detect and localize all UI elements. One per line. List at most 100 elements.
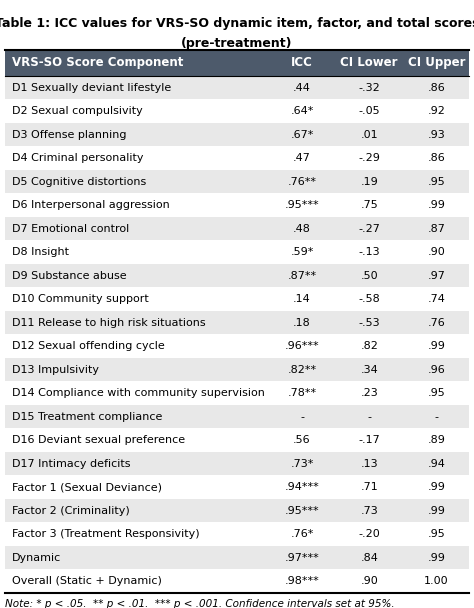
Text: D17 Intimacy deficits: D17 Intimacy deficits xyxy=(12,459,130,469)
Text: .18: .18 xyxy=(293,318,311,328)
Text: Note: * p < .05.  ** p < .01.  *** p < .001. Confidence intervals set at 95%.: Note: * p < .05. ** p < .01. *** p < .00… xyxy=(5,599,395,608)
Text: D5 Cognitive distortions: D5 Cognitive distortions xyxy=(12,177,146,187)
Text: .76**: .76** xyxy=(287,177,317,187)
Text: .97***: .97*** xyxy=(284,553,319,563)
Bar xyxy=(5,499,469,522)
Text: D12 Sexual offending cycle: D12 Sexual offending cycle xyxy=(12,341,165,351)
Text: -: - xyxy=(367,412,371,422)
Bar xyxy=(5,217,469,241)
Text: .64*: .64* xyxy=(290,106,314,116)
Text: .84: .84 xyxy=(360,553,378,563)
Text: .94: .94 xyxy=(428,459,446,469)
Text: VRS-SO Score Component: VRS-SO Score Component xyxy=(12,57,183,69)
Text: .19: .19 xyxy=(360,177,378,187)
Text: (pre-treatment): (pre-treatment) xyxy=(181,36,293,49)
Text: D13 Impulsivity: D13 Impulsivity xyxy=(12,365,99,375)
Bar xyxy=(5,381,469,405)
Text: -: - xyxy=(300,412,304,422)
Text: -.32: -.32 xyxy=(358,83,380,93)
Text: .71: .71 xyxy=(360,482,378,492)
Text: -.05: -.05 xyxy=(358,106,380,116)
Bar xyxy=(5,570,469,593)
Bar xyxy=(5,522,469,546)
Text: .99: .99 xyxy=(428,200,446,210)
Text: .87**: .87** xyxy=(287,271,317,281)
Text: ICC: ICC xyxy=(291,57,313,69)
Text: D11 Release to high risk situations: D11 Release to high risk situations xyxy=(12,318,206,328)
Bar xyxy=(5,475,469,499)
Text: .95: .95 xyxy=(428,389,446,398)
Text: 1.00: 1.00 xyxy=(424,576,449,586)
Text: .87: .87 xyxy=(428,224,446,233)
Text: .99: .99 xyxy=(428,506,446,516)
Text: .90: .90 xyxy=(428,247,446,257)
Text: .99: .99 xyxy=(428,553,446,563)
Text: .01: .01 xyxy=(360,130,378,140)
Text: .99: .99 xyxy=(428,341,446,351)
Text: D3 Offense planning: D3 Offense planning xyxy=(12,130,127,140)
Text: D16 Deviant sexual preference: D16 Deviant sexual preference xyxy=(12,435,185,445)
Text: .74: .74 xyxy=(428,294,446,304)
Bar xyxy=(5,311,469,334)
Text: .47: .47 xyxy=(293,153,311,164)
Text: -: - xyxy=(435,412,438,422)
Bar xyxy=(5,76,469,100)
Bar xyxy=(5,264,469,288)
Text: .89: .89 xyxy=(428,435,446,445)
Text: D10 Community support: D10 Community support xyxy=(12,294,149,304)
Bar xyxy=(5,241,469,264)
Text: .93: .93 xyxy=(428,130,446,140)
Text: -.53: -.53 xyxy=(358,318,380,328)
Text: -.13: -.13 xyxy=(358,247,380,257)
Text: .92: .92 xyxy=(428,106,446,116)
Text: .99: .99 xyxy=(428,482,446,492)
Text: -.27: -.27 xyxy=(358,224,380,233)
Text: .59*: .59* xyxy=(290,247,314,257)
Text: .95: .95 xyxy=(428,177,446,187)
Text: .82**: .82** xyxy=(287,365,317,375)
Text: Dynamic: Dynamic xyxy=(12,553,61,563)
Text: .23: .23 xyxy=(360,389,378,398)
Text: D1 Sexually deviant lifestyle: D1 Sexually deviant lifestyle xyxy=(12,83,171,93)
Text: .73*: .73* xyxy=(290,459,314,469)
Text: .14: .14 xyxy=(293,294,311,304)
Text: .76*: .76* xyxy=(290,529,314,539)
Text: -.29: -.29 xyxy=(358,153,380,164)
Text: .75: .75 xyxy=(360,200,378,210)
Bar xyxy=(5,546,469,570)
Bar xyxy=(5,405,469,429)
Bar xyxy=(5,147,469,170)
Text: Table 1: ICC values for VRS-SO dynamic item, factor, and total scores: Table 1: ICC values for VRS-SO dynamic i… xyxy=(0,16,474,30)
Text: .96***: .96*** xyxy=(285,341,319,351)
Bar xyxy=(5,334,469,358)
Bar xyxy=(5,452,469,475)
Text: .94***: .94*** xyxy=(284,482,319,492)
Text: Factor 2 (Criminality): Factor 2 (Criminality) xyxy=(12,506,130,516)
Text: .73: .73 xyxy=(360,506,378,516)
Text: D6 Interpersonal aggression: D6 Interpersonal aggression xyxy=(12,200,170,210)
Text: D4 Criminal personality: D4 Criminal personality xyxy=(12,153,144,164)
Bar xyxy=(5,358,469,381)
Text: .95***: .95*** xyxy=(285,506,319,516)
Text: -.17: -.17 xyxy=(358,435,380,445)
Bar xyxy=(5,288,469,311)
Text: .67*: .67* xyxy=(290,130,314,140)
Text: -.20: -.20 xyxy=(358,529,380,539)
Text: .48: .48 xyxy=(293,224,311,233)
Text: .98***: .98*** xyxy=(284,576,319,586)
Text: D9 Substance abuse: D9 Substance abuse xyxy=(12,271,127,281)
Bar xyxy=(5,170,469,193)
Text: .95: .95 xyxy=(428,529,446,539)
Text: Factor 1 (Sexual Deviance): Factor 1 (Sexual Deviance) xyxy=(12,482,162,492)
Text: .97: .97 xyxy=(428,271,446,281)
Text: .90: .90 xyxy=(360,576,378,586)
Bar xyxy=(5,429,469,452)
Text: -.58: -.58 xyxy=(358,294,380,304)
Text: .82: .82 xyxy=(360,341,378,351)
Text: CI Upper: CI Upper xyxy=(408,57,465,69)
Text: D8 Insight: D8 Insight xyxy=(12,247,69,257)
Text: .56: .56 xyxy=(293,435,311,445)
Text: D7 Emotional control: D7 Emotional control xyxy=(12,224,129,233)
Bar xyxy=(5,100,469,123)
Text: .95***: .95*** xyxy=(285,200,319,210)
